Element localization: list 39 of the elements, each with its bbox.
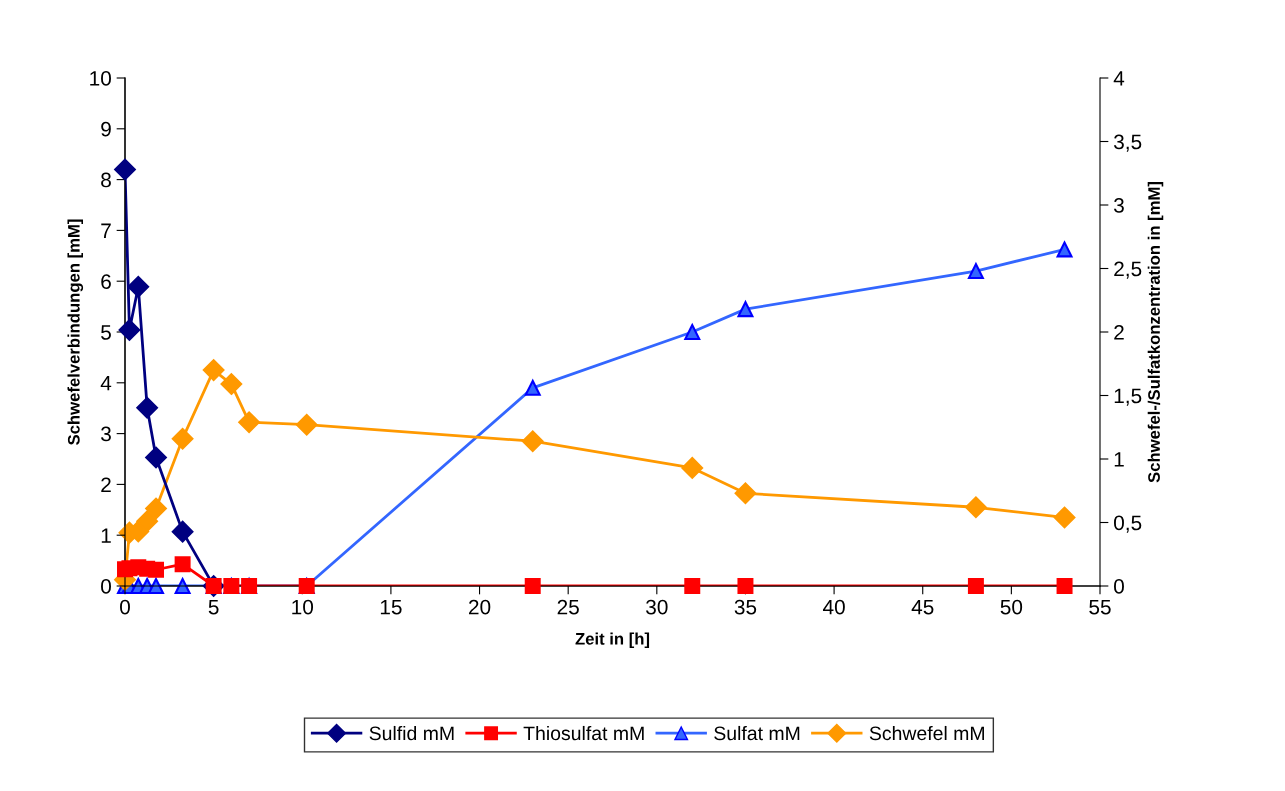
legend-label: Sulfid mM [369,725,454,741]
y2-tick-label: 2,5 [1114,261,1142,279]
y2-tick-label: 1,5 [1114,388,1142,406]
x-tick-label: 5 [208,599,219,615]
y-axis-title: Schwefelverbindungen [mM] [67,219,84,445]
y-tick-label: 7 [101,223,111,238]
x-tick-label: 25 [557,599,579,615]
x-tick-label: 45 [911,599,934,615]
x-tick-label: 35 [734,599,757,615]
y-tick-label: 9 [101,121,111,137]
x-tick-label: 40 [822,599,845,615]
x-tick-label: 20 [469,599,491,615]
x-tick-label: 15 [380,599,402,615]
y-tick-label: 4 [100,376,112,391]
y-tick-label: 2 [101,477,111,492]
x-tick-label: 55 [1089,599,1111,615]
y2-tick-label: 4 [1113,71,1125,86]
y2-tick-label: 2 [1114,325,1124,340]
y2-tick-label: 0,5 [1114,515,1142,533]
x-tick-label: 0 [120,599,130,615]
y-tick-label: 8 [101,172,111,188]
y-tick-label: 5 [101,325,111,340]
x-axis-title: Zeit in [h] [575,632,650,649]
x-tick-label: 10 [292,599,314,615]
y-tick-label: 6 [101,274,111,289]
legend-label: Sulfat mM [714,725,800,741]
y2-tick-label: 3,5 [1113,134,1142,152]
y2-tick-label: 3 [1113,198,1124,213]
y-tick-label: 1 [101,528,111,543]
x-tick-label: 50 [1000,599,1023,615]
y2-tick-label: 0 [1114,579,1124,594]
legend-label: Thiosulfat mM [523,725,644,741]
legend-label: Schwefel mM [869,725,984,741]
y-tick-label: 10 [90,71,111,86]
y2-tick-label: 1 [1114,452,1124,467]
y-tick-label: 3 [101,426,111,442]
x-tick-label: 30 [646,599,668,615]
y-tick-label: 0 [101,579,111,594]
y2-axis-title: Schwefel-/Sulfatkonzentration in [mM] [1147,181,1164,483]
